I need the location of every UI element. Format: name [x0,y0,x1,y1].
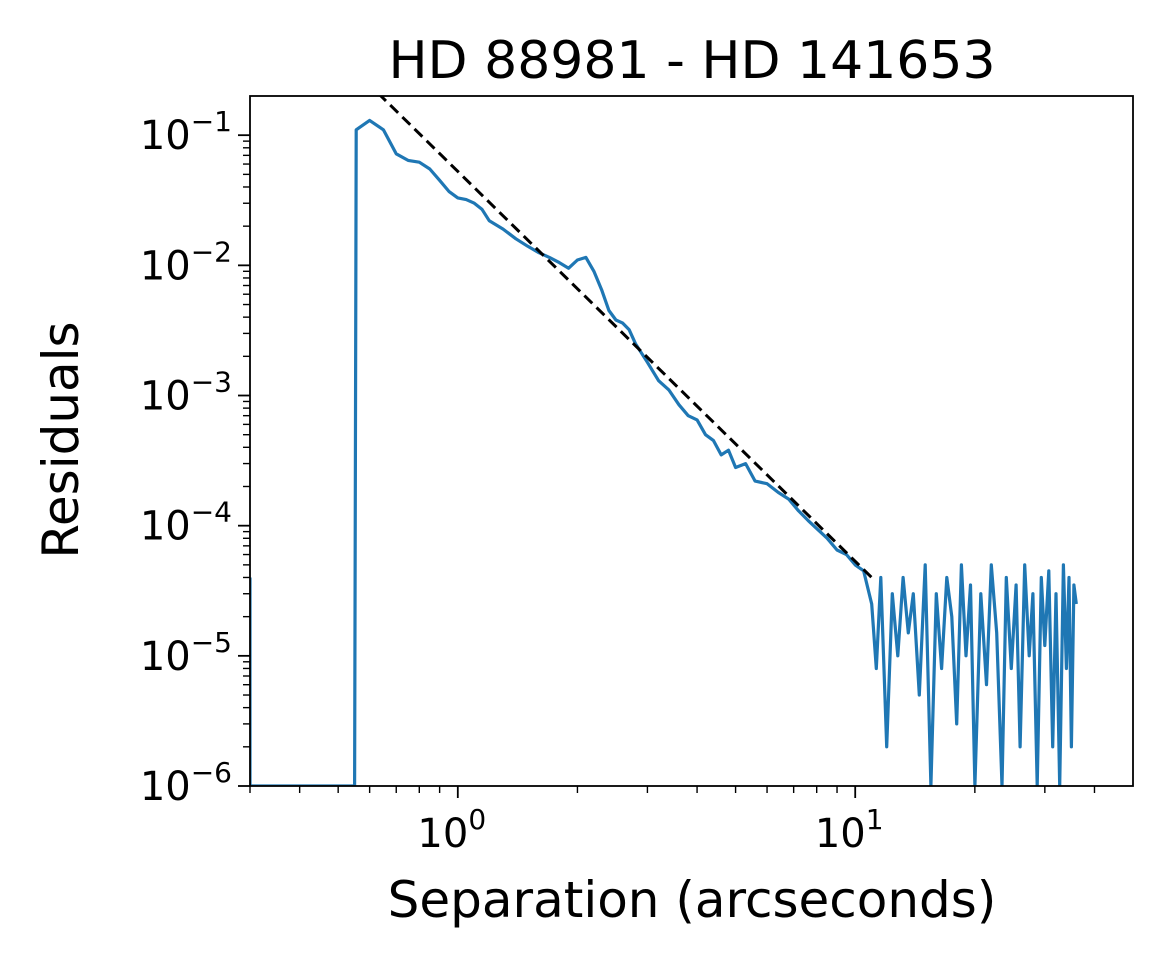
y-tick-label: 10−6 [140,756,232,810]
plot-frame [249,95,1134,787]
y-tick-label: 10−5 [140,626,232,680]
power-law-fit-line [378,96,873,579]
chart-title: HD 88981 - HD 141653 [388,31,995,91]
y-tick-label: 10−3 [140,366,232,420]
axes: 100 101 10−1 10−2 10−3 10−4 10−5 10−6 [140,95,1134,857]
y-tick-label: 10−2 [140,235,232,289]
x-axis-label: Separation (arcseconds) [388,871,997,929]
x-tick-label: 100 [417,803,486,857]
plot-series-group [250,96,1078,786]
y-tick-label: 10−4 [140,496,232,550]
residuals-series-line [250,118,1078,786]
y-axis-label: Residuals [32,321,90,558]
y-tick-label: 10−1 [140,105,232,159]
plot-area [250,96,1078,786]
x-tick-label: 101 [815,803,884,857]
